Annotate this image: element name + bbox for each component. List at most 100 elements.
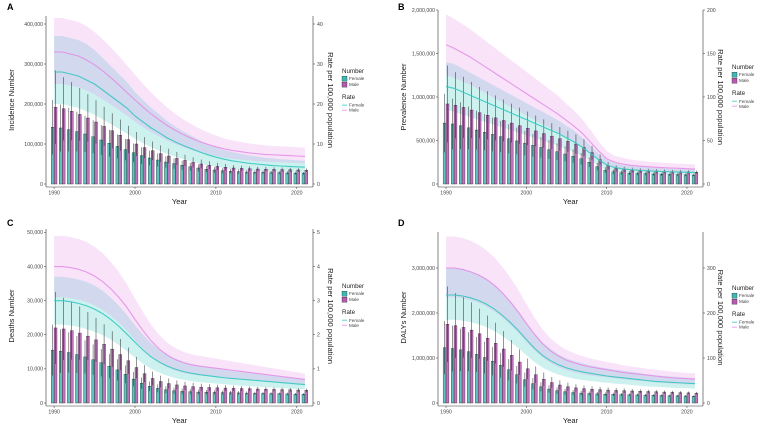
rate-band-female xyxy=(54,276,305,390)
bar-male xyxy=(694,171,699,185)
rate-band-male xyxy=(446,14,695,174)
bar-male xyxy=(670,171,674,185)
x-tick-label: 2020 xyxy=(681,191,693,197)
y2-tick-label: 40 xyxy=(317,22,323,28)
legend-swatch-male xyxy=(341,296,348,303)
y-tick-label: 1,000,000 xyxy=(412,95,435,101)
y-tick-label: 2,000,000 xyxy=(412,311,435,317)
x-axis-title: Year xyxy=(563,416,579,425)
legend-rate-label: Female xyxy=(349,318,365,323)
bar-male xyxy=(670,392,674,404)
x-axis-title: Year xyxy=(172,416,188,425)
legend-number-label: Female xyxy=(739,293,755,298)
legend-number-label: Male xyxy=(739,78,749,83)
x-tick-label: 1990 xyxy=(440,410,452,416)
x-tick-label: 2020 xyxy=(291,410,303,416)
legend-swatch-male xyxy=(731,77,738,84)
x-tick-label: 2020 xyxy=(291,191,303,197)
y-axis-title: DALYs Number xyxy=(399,291,408,344)
x-axis-title: Year xyxy=(172,197,188,206)
x-tick-label: 2010 xyxy=(601,191,613,197)
panel-d: D 0 1,000,000 2,000,000 3,000,000 0 100 200 300 1… xyxy=(398,218,755,425)
bar-female xyxy=(301,394,306,404)
bar-male xyxy=(280,389,284,404)
bar-female xyxy=(285,393,289,404)
legend-rate-title: Rate xyxy=(342,94,356,101)
panel-letter: A xyxy=(7,2,14,12)
rate-line-male xyxy=(445,44,695,170)
rate-line-female xyxy=(446,294,696,385)
y2-axis-title: Rate per 100,000 population xyxy=(326,52,335,148)
legend-swatch-female xyxy=(341,75,348,82)
bar-male xyxy=(296,169,300,185)
legend-rate-label: Female xyxy=(739,320,755,325)
x-tick-label: 2000 xyxy=(129,191,141,197)
rate-line-male xyxy=(54,265,305,381)
bar-female xyxy=(691,174,696,185)
bar-male xyxy=(646,170,650,185)
legend-number-title: Number xyxy=(342,68,364,75)
legend-swatch-female xyxy=(731,292,738,299)
legend-number-label: Male xyxy=(349,82,359,87)
bar-female xyxy=(667,395,672,404)
y2-tick-label: 20 xyxy=(317,102,323,108)
bar-male xyxy=(686,392,691,404)
bar-female xyxy=(293,393,297,404)
legend-number-label: Male xyxy=(349,297,359,302)
y2-tick-label: 4 xyxy=(317,264,320,270)
y-tick-label: 2,000,000 xyxy=(412,8,435,14)
y-tick-label: 3,000,000 xyxy=(412,266,435,272)
y-tick-label: 0 xyxy=(40,182,43,188)
bar-female xyxy=(277,393,281,404)
bar-male xyxy=(272,169,276,185)
x-tick-label: 2020 xyxy=(681,410,693,416)
y2-tick-label: 50 xyxy=(707,138,713,144)
legend-rate-title: Rate xyxy=(732,90,746,97)
x-axis-title: Year xyxy=(563,197,579,206)
y-tick-label: 500,000 xyxy=(416,138,435,144)
y2-tick-label: 200 xyxy=(707,311,716,317)
legend-rate-label: Male xyxy=(739,325,749,330)
panel-c: C 0 10,000 20,000 30,000 40,000 50,000 0 1 2 3 4 5 19… xyxy=(7,218,365,425)
legend-number-label: Female xyxy=(349,291,365,296)
bar-male xyxy=(662,391,666,404)
bar-female xyxy=(659,395,664,404)
panel-a: A 0 100,000 200,000 300,000 400,000 0 10 20 30 40 1… xyxy=(7,2,365,206)
y-tick-label: 0 xyxy=(40,401,43,407)
bar-male xyxy=(280,169,284,185)
y-tick-label: 0 xyxy=(432,182,435,188)
y-tick-label: 1,000,000 xyxy=(412,356,435,362)
panel-letter: C xyxy=(7,218,14,228)
panel-letter: B xyxy=(398,2,405,12)
x-tick-label: 2000 xyxy=(521,410,533,416)
bar-female xyxy=(683,174,688,185)
y-axis-title: Incidence Number xyxy=(7,69,16,131)
legend-rate-label: Female xyxy=(739,99,755,104)
legend-number-title: Number xyxy=(732,285,754,292)
panel-letter: D xyxy=(398,218,405,228)
x-tick-label: 1990 xyxy=(48,191,60,197)
x-tick-label: 2000 xyxy=(521,191,533,197)
y2-tick-label: 0 xyxy=(707,182,710,188)
bar-female xyxy=(293,173,297,185)
legend-number-title: Number xyxy=(732,64,754,71)
y-axis-title: Deaths Number xyxy=(7,289,16,343)
rate-line-female xyxy=(54,71,305,168)
legend-rate-label: Male xyxy=(349,108,359,113)
bar-female xyxy=(659,174,664,185)
y2-axis-title: Rate per 100,000 population xyxy=(716,49,725,145)
y-tick-label: 200,000 xyxy=(24,102,43,108)
y-tick-label: 100,000 xyxy=(24,142,43,148)
bar-female xyxy=(285,172,289,185)
legend-number-title: Number xyxy=(342,283,364,290)
bar-male xyxy=(304,170,308,185)
bar-female xyxy=(269,172,273,185)
legend-number-label: Female xyxy=(349,76,365,81)
bar-male xyxy=(296,389,300,404)
y2-tick-label: 10 xyxy=(317,142,323,148)
bar-female xyxy=(683,395,688,404)
bar-female xyxy=(651,395,655,404)
y-tick-label: 300,000 xyxy=(24,62,43,68)
y2-tick-label: 3 xyxy=(317,298,320,304)
x-tick-label: 1990 xyxy=(48,410,60,416)
